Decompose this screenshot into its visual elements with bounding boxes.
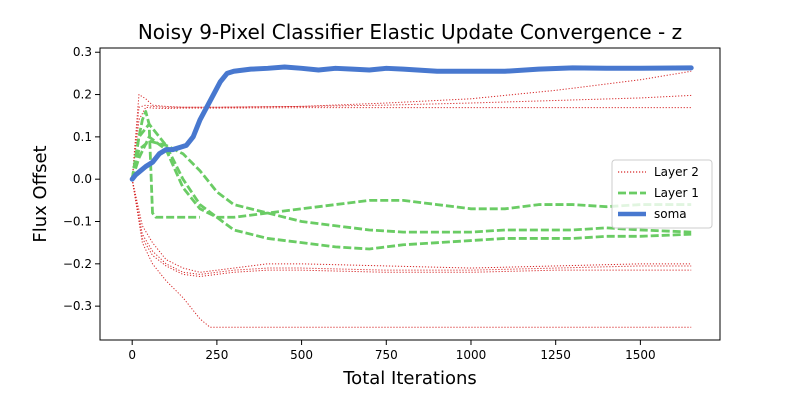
- y-tick-label: 0.1: [73, 130, 92, 144]
- series-line-layer-1-1: [130, 110, 200, 219]
- x-tick-label: 250: [205, 348, 228, 362]
- series-line-layer-2-5: [131, 179, 692, 275]
- y-tick-label: −0.1: [63, 215, 92, 229]
- x-axis-label: Total Iterations: [342, 368, 477, 389]
- series-line-layer-2-2: [131, 94, 692, 180]
- x-tick-label: 0: [128, 348, 136, 362]
- series-line-layer-1-4: [130, 135, 692, 219]
- series-line-layer-2-7: [131, 179, 692, 328]
- series-line-soma-1: [129, 64, 694, 182]
- legend-label-layer-2: Layer 2: [654, 165, 699, 179]
- y-tick-label: 0.3: [73, 45, 92, 59]
- y-tick-label: 0.2: [73, 88, 92, 102]
- x-tick-label: 500: [290, 348, 313, 362]
- y-axis-label: Flux Offset: [30, 145, 51, 242]
- plot-area: [129, 64, 694, 328]
- chart-legend: Layer 2 Layer 1 soma: [611, 159, 713, 229]
- series-line-layer-1-2: [130, 122, 692, 251]
- chart-title: Noisy 9-Pixel Classifier Elastic Update …: [138, 20, 682, 44]
- legend-label-layer-1: Layer 1: [654, 186, 699, 200]
- series-line-layer-1-3: [130, 139, 692, 234]
- y-tick-label: −0.3: [63, 299, 92, 313]
- series-line-layer-2-3: [131, 106, 692, 180]
- legend-label-soma: soma: [654, 207, 687, 221]
- y-axis-ticks: −0.3 −0.2 −0.1 0.0 0.1 0.2 0.3: [63, 45, 100, 313]
- x-tick-label: 1250: [540, 348, 571, 362]
- plot-frame: [99, 47, 721, 341]
- series-line-layer-2-4: [131, 179, 692, 273]
- legend-box: [611, 159, 713, 229]
- y-tick-label: −0.2: [63, 257, 92, 271]
- y-tick-label: 0.0: [73, 172, 92, 186]
- x-tick-label: 1500: [625, 348, 656, 362]
- x-tick-label: 1000: [456, 348, 487, 362]
- x-tick-label: 750: [375, 348, 398, 362]
- x-axis-ticks: 0 250 500 750 1000 1250 1500: [128, 340, 656, 362]
